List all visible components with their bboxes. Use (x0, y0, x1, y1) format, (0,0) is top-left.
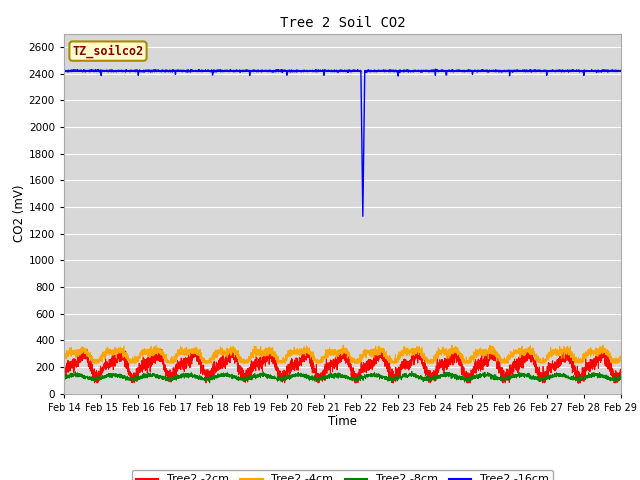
Tree2 -8cm (322, 373, 330, 379)
Tree2 -4cm (616, 358, 624, 364)
Tree2 -16cm (359, 214, 367, 219)
Tree2 -8cm (468, 375, 476, 381)
Tree2 -16cm (160, 68, 168, 73)
Tree2 -2cm (499, 380, 507, 386)
Tree2 -2cm (616, 367, 624, 373)
Tree2 -4cm (161, 356, 168, 361)
Tree2 -2cm (617, 371, 625, 376)
Line: Tree2 -16cm: Tree2 -16cm (64, 69, 621, 216)
Text: TZ_soilco2: TZ_soilco2 (72, 44, 143, 58)
Tree2 -2cm (161, 363, 168, 369)
Y-axis label: CO2 (mV): CO2 (mV) (13, 185, 26, 242)
Line: Tree2 -4cm: Tree2 -4cm (64, 345, 621, 363)
Tree2 -4cm (60, 355, 68, 361)
Tree2 -4cm (322, 347, 330, 353)
X-axis label: Time: Time (328, 415, 357, 429)
Tree2 -8cm (160, 373, 168, 379)
Tree2 -8cm (617, 376, 625, 382)
Tree2 -16cm (617, 68, 625, 74)
Line: Tree2 -8cm: Tree2 -8cm (64, 372, 621, 383)
Tree2 -8cm (60, 373, 68, 379)
Tree2 -16cm (322, 68, 330, 74)
Tree2 -4cm (468, 357, 476, 363)
Tree2 -4cm (436, 348, 444, 354)
Line: Tree2 -2cm: Tree2 -2cm (64, 349, 621, 383)
Tree2 -4cm (617, 356, 625, 362)
Tree2 -4cm (499, 360, 507, 366)
Tree2 -2cm (60, 368, 68, 373)
Tree2 -2cm (468, 373, 476, 379)
Tree2 -16cm (468, 68, 476, 73)
Tree2 -8cm (616, 376, 624, 382)
Tree2 -16cm (60, 72, 68, 77)
Tree2 -8cm (206, 380, 214, 385)
Tree2 -2cm (322, 370, 330, 375)
Tree2 -8cm (499, 376, 507, 382)
Tree2 -16cm (436, 68, 444, 74)
Tree2 -2cm (80, 347, 88, 352)
Tree2 -16cm (499, 68, 507, 73)
Tree2 -16cm (616, 68, 624, 74)
Title: Tree 2 Soil CO2: Tree 2 Soil CO2 (280, 16, 405, 30)
Tree2 -2cm (436, 360, 444, 366)
Tree2 -4cm (448, 342, 456, 348)
Tree2 -4cm (89, 360, 97, 366)
Tree2 -2cm (91, 380, 99, 386)
Tree2 -16cm (432, 66, 440, 72)
Legend: Tree2 -2cm, Tree2 -4cm, Tree2 -8cm, Tree2 -16cm: Tree2 -2cm, Tree2 -4cm, Tree2 -8cm, Tree… (132, 470, 553, 480)
Tree2 -8cm (408, 369, 415, 374)
Tree2 -8cm (436, 374, 444, 380)
